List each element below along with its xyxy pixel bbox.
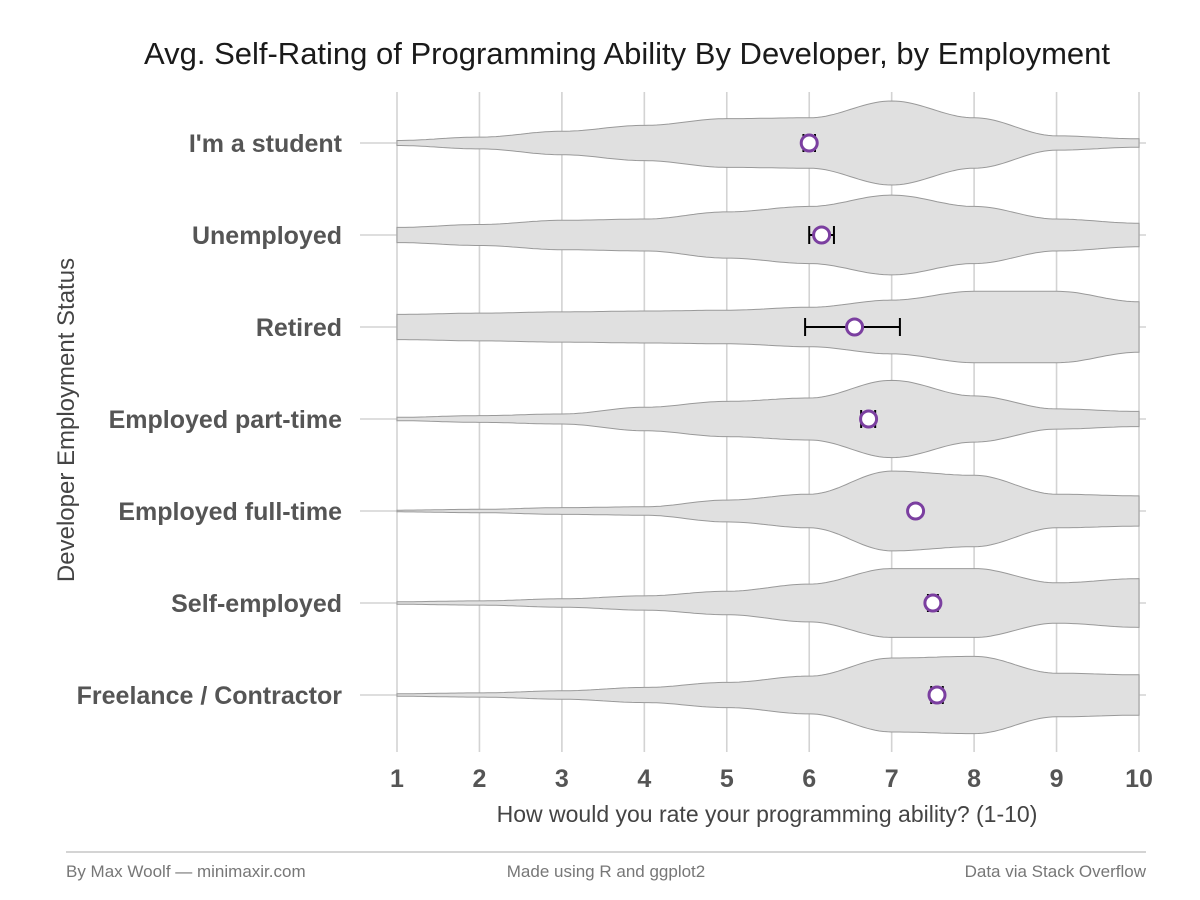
category-label: I'm a student — [189, 130, 343, 158]
category-label: Employed part-time — [109, 406, 342, 434]
y-axis-label: Developer Employment Status — [53, 258, 80, 582]
x-axis-label: How would you rate your programming abil… — [497, 801, 1038, 827]
mean-point — [927, 685, 947, 705]
violin-shape — [396, 655, 1140, 735]
x-tick-label: 8 — [967, 765, 981, 793]
violin-shape — [396, 379, 1140, 459]
x-tick-label: 3 — [555, 765, 569, 793]
x-tick-label: 10 — [1125, 765, 1153, 793]
x-tick-label: 1 — [390, 765, 404, 793]
mean-point — [906, 501, 926, 521]
mean-point — [812, 225, 832, 245]
violin-shape — [396, 290, 1140, 364]
plot-area: I'm a student Unemployed Retired Employed p… — [77, 92, 1153, 793]
category-label: Self-employed — [171, 590, 342, 618]
violin-shape — [396, 470, 1140, 552]
mean-point — [923, 593, 943, 613]
x-tick-label: 2 — [472, 765, 486, 793]
mean-point — [859, 409, 879, 429]
chart-title: Avg. Self-Rating of Programming Ability … — [144, 36, 1110, 71]
x-tick-label: 9 — [1050, 765, 1064, 793]
mean-point — [845, 317, 865, 337]
x-tick-label: 4 — [637, 765, 651, 793]
x-tick-label: 5 — [720, 765, 734, 793]
category-label: Freelance / Contractor — [77, 682, 343, 710]
violin-shape — [396, 100, 1140, 186]
mean-point — [799, 133, 819, 153]
category-label: Employed full-time — [118, 498, 342, 526]
violin-shape — [396, 194, 1140, 276]
footer-source: Data via Stack Overflow — [965, 862, 1147, 881]
category-label: Retired — [256, 314, 342, 342]
x-tick-label: 7 — [885, 765, 899, 793]
category-label: Unemployed — [192, 222, 342, 250]
x-tick-label: 6 — [802, 765, 816, 793]
violin-shape — [396, 568, 1140, 638]
footer-credit: By Max Woolf — minimaxir.com — [66, 862, 306, 881]
footer-tools: Made using R and ggplot2 — [507, 862, 705, 881]
